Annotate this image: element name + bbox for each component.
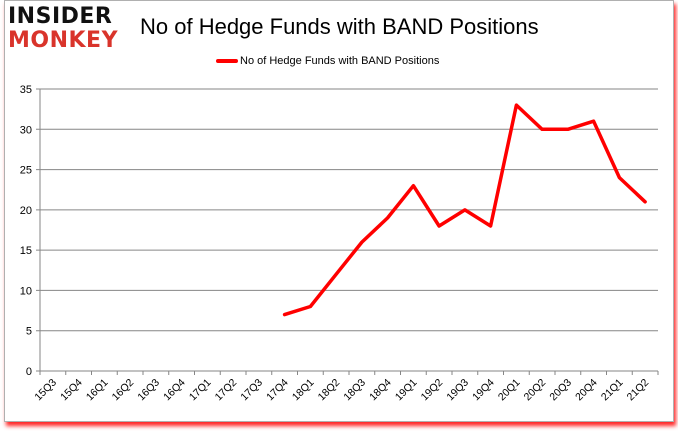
chart-legend: No of Hedge Funds with BAND Positions — [216, 55, 439, 67]
y-tick-label: 5 — [26, 326, 32, 338]
x-tick-label: 18Q4 — [367, 377, 394, 404]
x-tick-label: 19Q4 — [470, 377, 497, 404]
x-tick-label: 19Q1 — [393, 377, 420, 404]
legend-swatch — [216, 59, 238, 63]
x-tick-label: 17Q4 — [264, 377, 291, 404]
x-tick-label: 15Q4 — [58, 377, 85, 404]
x-tick-label: 17Q2 — [213, 377, 240, 404]
x-tick-label: 18Q2 — [316, 377, 343, 404]
x-tick-label: 20Q4 — [573, 377, 600, 404]
logo-line-2: MONKEY — [8, 28, 119, 53]
y-tick-label: 20 — [20, 205, 32, 217]
x-tick-label: 16Q2 — [110, 377, 137, 404]
insider-monkey-logo: INSIDER MONKEY — [8, 6, 128, 52]
x-tick-label: 19Q3 — [444, 377, 471, 404]
chart-title: No of Hedge Funds with BAND Positions — [140, 14, 539, 39]
y-tick-label: 15 — [20, 245, 32, 257]
x-tick-label: 18Q1 — [290, 377, 317, 404]
x-tick-label: 20Q2 — [522, 377, 549, 404]
x-tick-label: 16Q4 — [161, 377, 188, 404]
series-line — [282, 103, 647, 317]
x-tick-label: 21Q2 — [625, 377, 652, 404]
x-tick-label: 17Q3 — [238, 377, 265, 404]
x-tick-label: 15Q3 — [32, 377, 59, 404]
legend-label: No of Hedge Funds with BAND Positions — [240, 55, 440, 67]
y-tick-label: 35 — [20, 84, 32, 96]
x-tick-label: 21Q1 — [599, 377, 626, 404]
x-tick-label: 19Q2 — [419, 377, 446, 404]
y-tick-label: 30 — [20, 124, 32, 136]
x-tick-label: 20Q1 — [496, 377, 523, 404]
y-tick-label: 0 — [26, 366, 32, 378]
x-tick-label: 16Q3 — [135, 377, 162, 404]
x-tick-label: 18Q3 — [341, 377, 368, 404]
x-tick-label: 16Q1 — [84, 377, 111, 404]
x-tick-label: 17Q1 — [187, 377, 214, 404]
y-tick-label: 25 — [20, 165, 32, 177]
logo-line-1: INSIDER — [8, 4, 113, 29]
y-tick-label: 10 — [20, 285, 32, 297]
chart-frame — [4, 0, 674, 422]
x-tick-label: 20Q3 — [547, 377, 574, 404]
